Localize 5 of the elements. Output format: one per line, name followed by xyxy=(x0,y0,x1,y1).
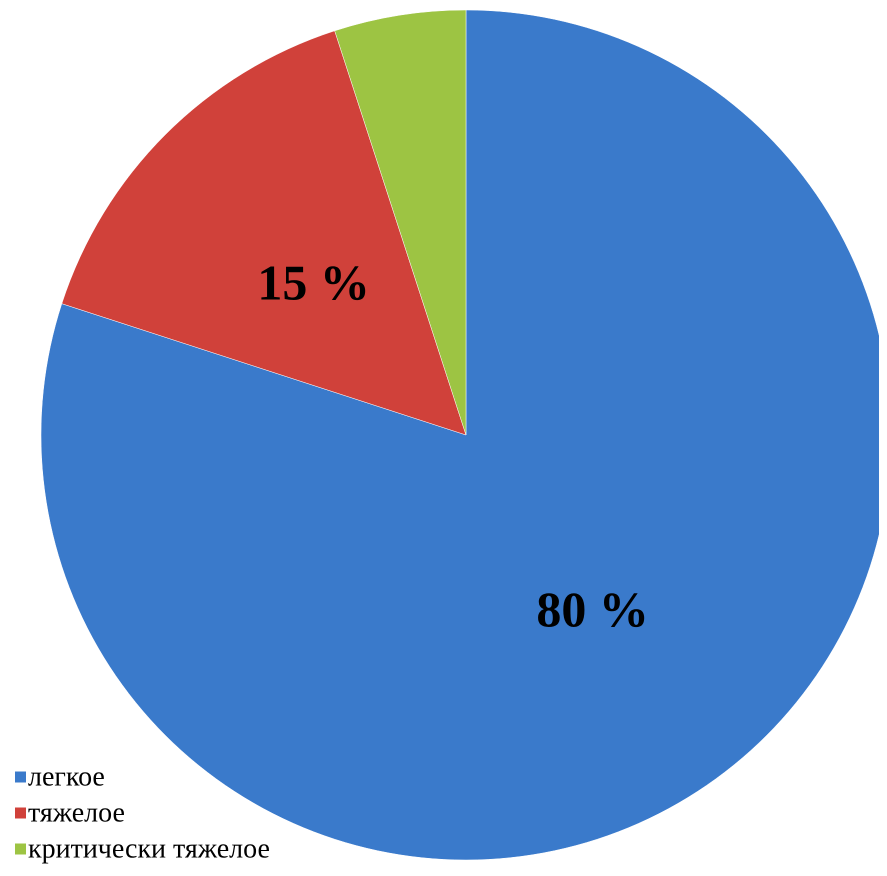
data-label: 15 % xyxy=(257,254,370,311)
legend-label: критически тяжелое xyxy=(28,834,270,864)
legend-label: легкое xyxy=(28,762,105,792)
legend-label: тяжелое xyxy=(28,798,125,828)
data-label: 80 % xyxy=(536,581,649,638)
